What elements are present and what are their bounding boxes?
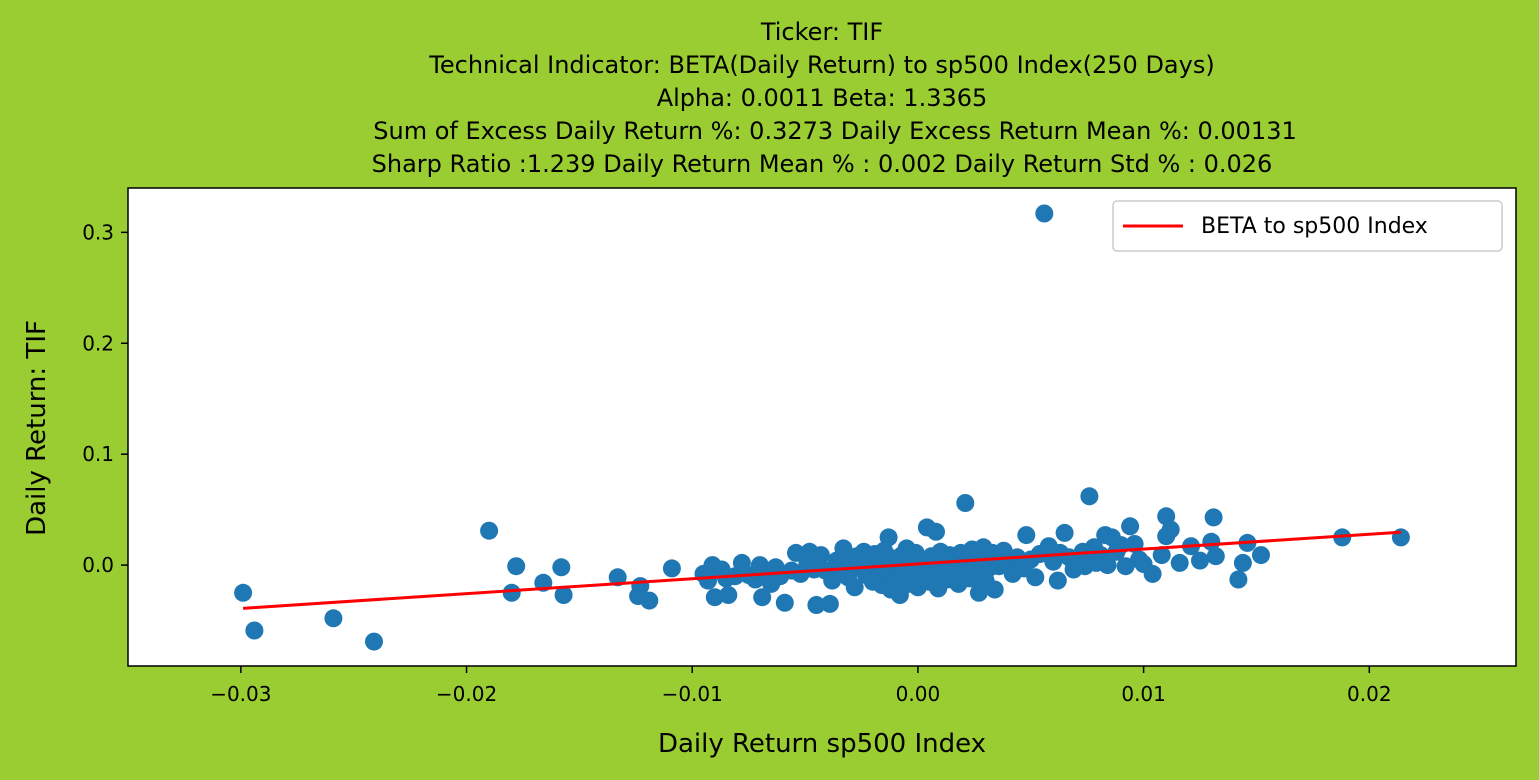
scatter-point bbox=[1233, 553, 1252, 572]
x-tick-label: −0.03 bbox=[210, 682, 271, 706]
x-axis-label: Daily Return sp500 Index bbox=[658, 729, 986, 759]
scatter-point bbox=[811, 546, 830, 565]
scatter-point bbox=[705, 588, 724, 607]
scatter-point bbox=[1191, 551, 1209, 570]
scatter-point bbox=[507, 557, 526, 576]
scatter-point bbox=[845, 578, 864, 597]
scatter-point bbox=[234, 583, 253, 602]
scatter-point bbox=[1170, 553, 1189, 572]
scatter-point bbox=[324, 609, 343, 628]
scatter-point bbox=[1035, 204, 1054, 223]
scatter-point bbox=[480, 521, 499, 540]
x-tick-label: 0.00 bbox=[896, 682, 941, 706]
scatter-point bbox=[1080, 487, 1099, 506]
scatter-point bbox=[662, 559, 681, 578]
scatter-point bbox=[1017, 526, 1036, 545]
scatter-point bbox=[1098, 556, 1117, 575]
beta-regression-line bbox=[243, 530, 1401, 610]
scatter-point bbox=[1252, 546, 1270, 565]
scatter-point bbox=[985, 580, 1004, 599]
scatter-point bbox=[502, 583, 521, 602]
x-axis-ticks: −0.03 −0.02 −0.01 0.00 0.01 0.02 bbox=[210, 666, 1392, 706]
title-line-5: Sharp Ratio :1.239 Daily Return Mean % :… bbox=[372, 150, 1273, 178]
title-line-4: Sum of Excess Daily Return %: 0.3273 Dai… bbox=[373, 117, 1296, 145]
scatter-point bbox=[820, 594, 839, 613]
scatter-point bbox=[1026, 568, 1045, 587]
chart-title: Ticker: TIF Technical Indicator: BETA(Da… bbox=[372, 18, 1297, 178]
title-line-2: Technical Indicator: BETA(Daily Return) … bbox=[428, 51, 1214, 79]
title-line-1: Ticker: TIF bbox=[760, 18, 883, 46]
scatter-point bbox=[1161, 520, 1180, 539]
scatter-point bbox=[787, 543, 805, 562]
legend-label-beta: BETA to sp500 Index bbox=[1201, 214, 1428, 239]
scatter-point bbox=[1121, 517, 1140, 536]
scatter-point bbox=[1116, 557, 1135, 576]
scatter-point bbox=[365, 632, 383, 651]
scatter-point bbox=[807, 596, 826, 614]
scatter-point bbox=[245, 621, 264, 640]
scatter-point bbox=[753, 588, 772, 607]
scatter-point bbox=[775, 593, 794, 612]
x-tick-label: −0.01 bbox=[662, 682, 723, 706]
scatter-point bbox=[1055, 523, 1074, 542]
legend-box bbox=[1112, 200, 1503, 252]
scatter-point bbox=[1206, 547, 1225, 566]
title-line-3: Alpha: 0.0011 Beta: 1.3365 bbox=[657, 84, 988, 112]
scatter-point bbox=[1229, 570, 1248, 589]
scatter-points bbox=[234, 204, 1410, 651]
scatter-point bbox=[554, 586, 573, 604]
y-axis-ticks: 0.0 0.1 0.2 0.3 bbox=[82, 220, 128, 577]
plot-frame bbox=[127, 187, 1517, 667]
y-tick-label: 0.0 bbox=[82, 553, 114, 577]
y-tick-label: 0.1 bbox=[82, 442, 114, 466]
scatter-point bbox=[956, 494, 975, 512]
y-axis-label: Daily Return: TIF bbox=[22, 320, 52, 536]
scatter-point bbox=[719, 586, 738, 604]
plot-area bbox=[128, 188, 1516, 666]
x-tick-label: 0.02 bbox=[1347, 682, 1392, 706]
scatter-point bbox=[1143, 564, 1162, 583]
x-tick-label: 0.01 bbox=[1121, 682, 1166, 706]
scatter-point bbox=[640, 591, 659, 610]
scatter-point bbox=[1152, 546, 1171, 565]
scatter-point bbox=[552, 558, 571, 577]
scatter-point bbox=[1048, 571, 1067, 590]
scatter-point bbox=[608, 568, 627, 587]
y-tick-label: 0.3 bbox=[82, 220, 114, 244]
scatter-point bbox=[1204, 508, 1223, 527]
scatter-point bbox=[927, 522, 945, 541]
y-tick-label: 0.2 bbox=[82, 331, 114, 355]
x-tick-label: −0.02 bbox=[436, 682, 497, 706]
scatter-point bbox=[879, 528, 898, 547]
scatter-point bbox=[834, 539, 853, 558]
legend: BETA to sp500 Index bbox=[1112, 200, 1503, 252]
